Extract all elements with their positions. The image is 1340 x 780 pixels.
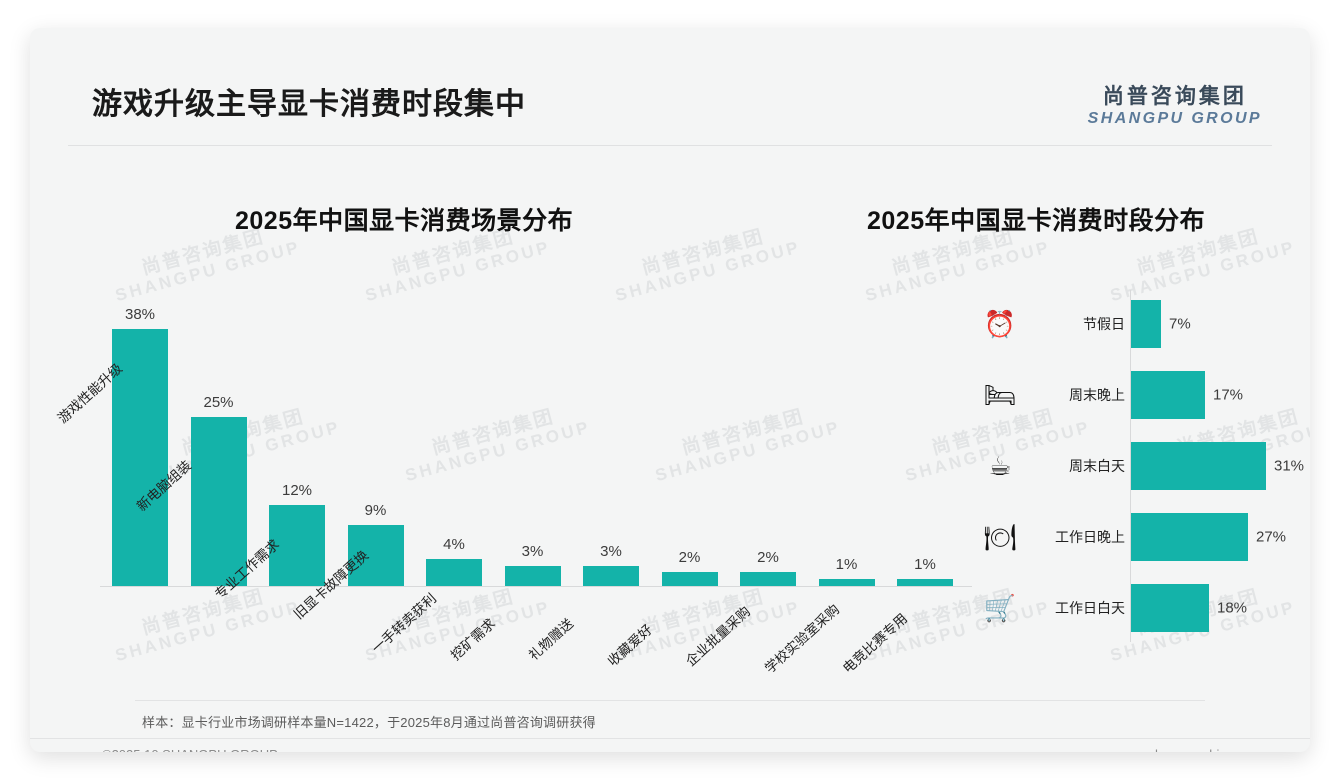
left-chart-axis <box>100 586 972 587</box>
bar-category-label: 工作日晚上 <box>1055 529 1125 545</box>
time-distribution-chart: ⏰ 节假日 7% 🛏 周末晚上 17% ☕ 周末白天 31% 🍽 工作日晚上 27% 🛒 工作日白天 18% <box>975 290 1304 650</box>
alarm-clock-icon: ⏰ <box>983 309 1017 339</box>
column-value-label: 2% <box>678 549 701 566</box>
column-category-label: 企业批量采购 <box>682 603 754 670</box>
column-bar[interactable] <box>347 525 404 586</box>
sample-note: 样本：显卡行业市场调研样本量N=1422，于2025年8月通过尚普咨询调研获得 <box>142 715 596 730</box>
column-bar[interactable] <box>583 566 639 586</box>
column-category-label: 电竞比赛专用 <box>839 610 911 677</box>
bar-value-label: 18% <box>1217 599 1248 617</box>
copyright-text: ©2025.10 SHANGPU GROUP <box>102 747 278 752</box>
horizontal-bar[interactable] <box>1131 513 1248 561</box>
column-group: 2% 企业批量采购 <box>683 549 796 669</box>
column-group: 38% 游戏性能升级 <box>55 306 168 586</box>
column-bar[interactable] <box>504 566 561 586</box>
bar-row: ☕ 周末白天 31% <box>975 442 1304 490</box>
column-group: 9% 旧显卡故障更换 <box>290 502 404 622</box>
column-group: 2% 收藏爱好 <box>604 549 718 669</box>
column-category-label: 收藏爱好 <box>604 621 655 670</box>
column-group: 1% 学校实验室采购 <box>761 556 875 676</box>
left-chart-title: 2025年中国显卡消费场景分布 <box>235 207 574 235</box>
right-chart-title: 2025年中国显卡消费时段分布 <box>867 207 1206 235</box>
column-group: 3% 挖矿需求 <box>447 543 561 663</box>
column-group: 25% 新电脑组装 <box>133 394 247 586</box>
bar-row: 🍽 工作日晚上 27% <box>975 513 1295 561</box>
infographic-card: 尚普咨询集团 SHANGPU GROUP 尚普咨询集团 SHANGPU GROUP 尚普… <box>30 28 1310 752</box>
bar-row: ⏰ 节假日 7% <box>975 300 1295 348</box>
column-value-label: 4% <box>443 536 465 553</box>
column-value-label: 38% <box>124 306 156 323</box>
website-link[interactable]: www.shangpu-china.com <box>1117 747 1262 752</box>
scene-distribution-chart: 38% 游戏性能升级 25% 新电脑组装 12% 专业工作需求 9% 旧显卡故障更换 4% 一手转… <box>55 278 972 678</box>
column-bar[interactable] <box>897 579 953 586</box>
header: 游戏升级主导显卡消费时段集中 尚普咨询集团 SHANGPU GROUP <box>30 28 1310 146</box>
bar-category-label: 工作日白天 <box>1055 600 1125 616</box>
bar-row: 🛒 工作日白天 18% <box>975 584 1295 632</box>
column-bar[interactable] <box>112 329 168 586</box>
column-group: 12% 专业工作需求 <box>212 482 325 602</box>
brand-logo: 尚普咨询集团 SHANGPU GROUP <box>1088 85 1262 128</box>
shopping-cart-icon: 🛒 <box>983 593 1017 623</box>
column-bar[interactable] <box>818 579 875 586</box>
column-bar[interactable] <box>269 505 325 586</box>
column-value-label: 9% <box>364 502 387 519</box>
column-category-label: 一手转卖获利 <box>368 590 440 657</box>
bar-value-label: 27% <box>1256 528 1287 546</box>
logo-text-en: SHANGPU GROUP <box>1087 110 1262 128</box>
sample-divider <box>135 700 1205 701</box>
horizontal-bar[interactable] <box>1131 300 1161 348</box>
column-group: 4% 一手转卖获利 <box>369 536 482 656</box>
column-category-label: 挖矿需求 <box>447 615 498 664</box>
bar-category-label: 节假日 <box>1083 316 1125 332</box>
column-value-label: 3% <box>521 543 544 560</box>
horizontal-bar[interactable] <box>1131 371 1205 419</box>
column-group: 1% 电竞比赛专用 <box>840 556 953 676</box>
bar-category-label: 周末白天 <box>1069 458 1125 474</box>
column-bar[interactable] <box>190 417 247 586</box>
column-category-label: 学校实验室采购 <box>761 601 842 677</box>
bar-row: 🛏 周末晚上 17% <box>975 371 1295 419</box>
column-bar[interactable] <box>740 572 796 586</box>
column-value-label: 3% <box>600 543 622 560</box>
right-chart-axis <box>1130 290 1131 642</box>
header-divider <box>68 145 1272 146</box>
bar-category-label: 周末晚上 <box>1069 387 1125 403</box>
horizontal-bar[interactable] <box>1131 584 1209 632</box>
footer-divider <box>30 738 1310 739</box>
column-bar[interactable] <box>426 559 482 586</box>
column-value-label: 12% <box>281 482 313 499</box>
bar-value-label: 17% <box>1213 386 1244 404</box>
horizontal-bar[interactable] <box>1131 442 1266 490</box>
page-title: 游戏升级主导显卡消费时段集中 <box>92 88 526 121</box>
column-category-label: 礼物赠送 <box>525 615 577 664</box>
column-value-label: 1% <box>914 556 936 573</box>
bed-icon: 🛏 <box>983 380 1017 410</box>
logo-text-cn: 尚普咨询集团 <box>1102 85 1247 108</box>
fork-plate-knife-icon: 🍽 <box>983 522 1017 552</box>
coffee-cup-icon: ☕ <box>988 451 1012 481</box>
column-bar[interactable] <box>661 572 718 586</box>
bar-value-label: 31% <box>1274 457 1305 475</box>
bar-value-label: 7% <box>1169 315 1191 333</box>
column-value-label: 25% <box>203 394 234 411</box>
column-value-label: 1% <box>835 556 858 573</box>
column-group: 3% 礼物赠送 <box>526 543 639 663</box>
column-value-label: 2% <box>757 549 779 566</box>
